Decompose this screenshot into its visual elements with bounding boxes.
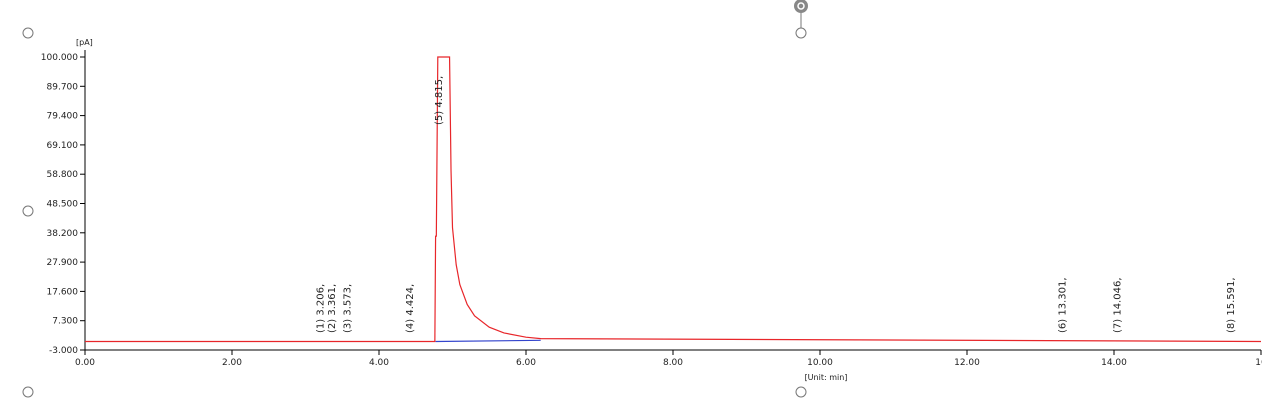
signal-trace xyxy=(435,339,541,343)
x-tick-label: 16 xyxy=(1255,358,1262,368)
peak-label: (4) 4.424, xyxy=(405,284,416,333)
y-tick-label: 48.500 xyxy=(47,200,79,210)
x-axis-label: [Unit: min] xyxy=(805,373,848,382)
y-tick-label: 69.100 xyxy=(47,141,79,151)
y-tick-label: 89.700 xyxy=(47,82,79,92)
peak-label: (6) 13.301, xyxy=(1058,277,1069,333)
y-tick-label: 100.000 xyxy=(41,53,78,63)
peak-label: (1) 3.206, xyxy=(316,284,327,333)
x-tick-label: 10.00 xyxy=(807,358,833,368)
y-tick-label: -3.000 xyxy=(49,346,78,356)
resize-handle[interactable] xyxy=(22,205,34,217)
rotate-icon xyxy=(797,2,805,10)
x-tick-label: 4.00 xyxy=(369,358,389,368)
x-tick-label: 2.00 xyxy=(222,358,242,368)
x-tick-label: 12.00 xyxy=(954,358,980,368)
resize-handle[interactable] xyxy=(22,386,34,398)
x-tick-label: 8.00 xyxy=(663,358,683,368)
resize-handle[interactable] xyxy=(795,27,807,39)
signal-trace xyxy=(85,56,1262,343)
peak-label: (7) 14.046, xyxy=(1112,277,1123,333)
peak-label: (8) 15.591, xyxy=(1226,277,1237,333)
y-tick-label: 7.300 xyxy=(52,317,78,327)
y-tick-label: 38.200 xyxy=(47,229,79,239)
peak-label: (3) 3.573, xyxy=(343,284,354,333)
y-tick-label: 17.600 xyxy=(47,287,79,297)
peak-label: (5) 4.815, xyxy=(434,76,445,125)
x-tick-label: 0.00 xyxy=(75,358,95,368)
peak-label: (2) 3.361, xyxy=(327,284,338,333)
x-tick-label: 6.00 xyxy=(516,358,536,368)
y-tick-label: 58.800 xyxy=(47,170,79,180)
y-axis-label: [pA] xyxy=(76,38,93,47)
y-tick-label: 79.400 xyxy=(47,112,79,122)
rotate-handle[interactable] xyxy=(794,0,808,13)
x-tick-label: 14.00 xyxy=(1101,358,1127,368)
y-tick-label: 27.900 xyxy=(47,258,79,268)
resize-handle[interactable] xyxy=(22,27,34,39)
resize-handle[interactable] xyxy=(795,386,807,398)
